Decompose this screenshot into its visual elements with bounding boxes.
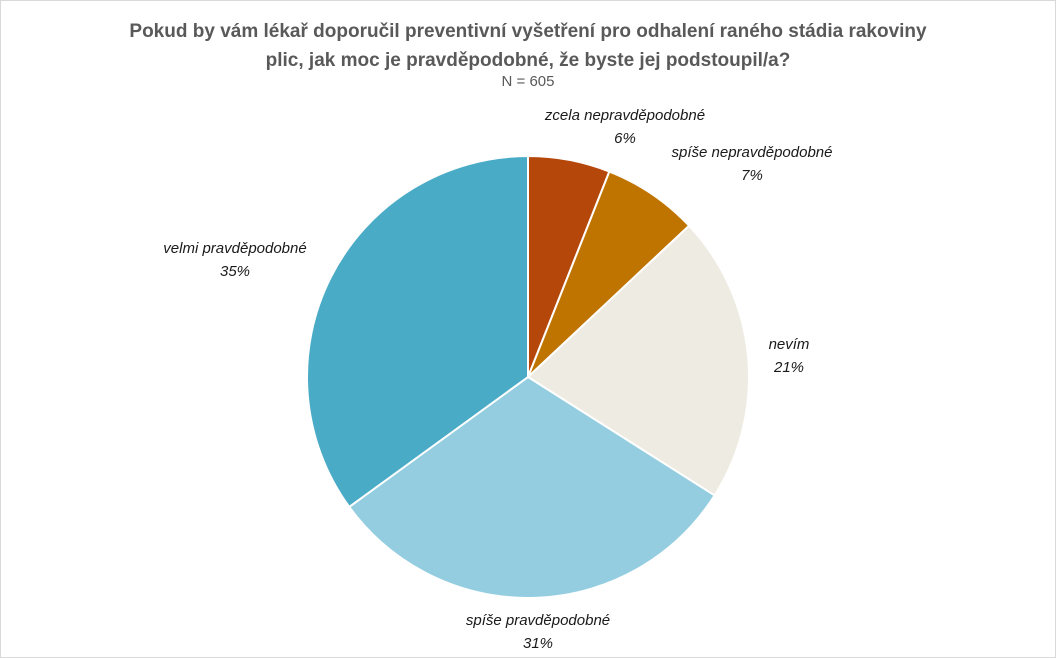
slice-label-name-1: spíše nepravděpodobné <box>672 144 833 161</box>
slice-label-name-3: spíše pravděpodobné <box>466 612 610 629</box>
chart-subtitle: N = 605 <box>501 73 555 90</box>
pie-slices <box>306 155 750 599</box>
chart-title-line-1: Pokud by vám lékař doporučil preventivní… <box>129 21 927 42</box>
pie-slice-3 <box>348 376 716 599</box>
pie-slice-2 <box>527 224 750 497</box>
chart-title-line-2: plic, jak moc je pravděpodobné, že byste… <box>265 50 791 71</box>
slice-label-name-4: velmi pravděpodobné <box>163 240 306 257</box>
slice-label-name-0: zcela nepravděpodobné <box>544 107 705 124</box>
pie-slice-4 <box>306 155 529 508</box>
slice-label-pct-4: 35% <box>220 263 250 280</box>
slice-label-name-2: nevím <box>769 336 810 353</box>
pie-labels: zcela nepravděpodobné 6% spíše nepravděp… <box>163 107 832 652</box>
slice-label-pct-1: 7% <box>741 167 763 184</box>
slice-label-pct-3: 31% <box>523 635 553 652</box>
slice-label-pct-0: 6% <box>614 130 636 147</box>
slice-label-pct-2: 21% <box>773 359 804 376</box>
